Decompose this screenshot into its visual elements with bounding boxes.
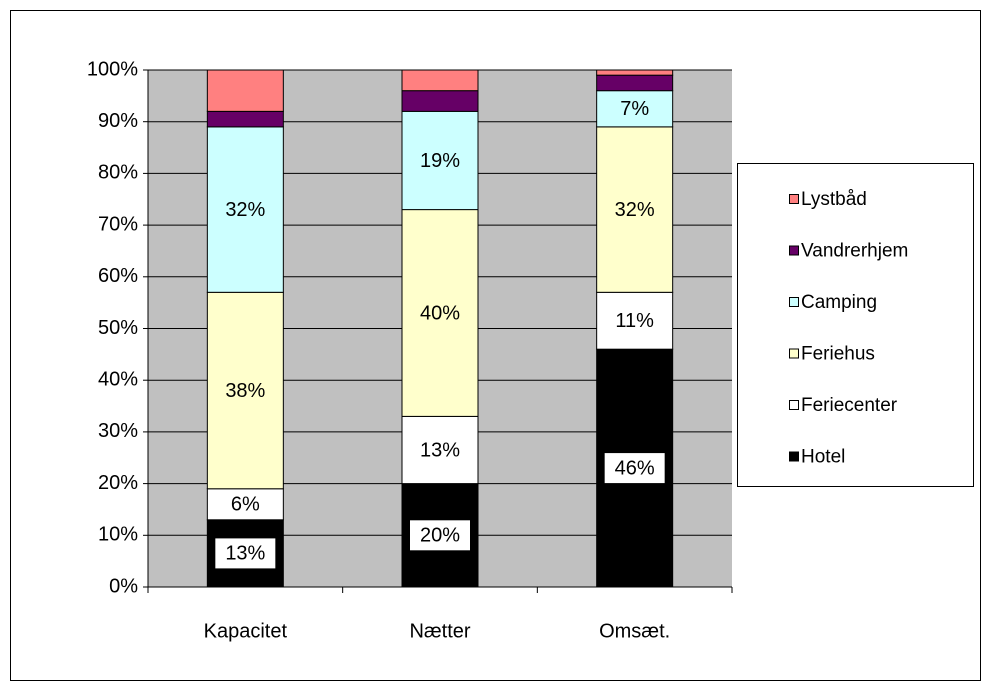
legend-box xyxy=(737,163,974,487)
data-label: 19% xyxy=(420,150,460,172)
y-tick-label: 10% xyxy=(98,524,138,546)
legend-label: Vandrerhjem xyxy=(801,241,908,262)
y-tick-label: 70% xyxy=(98,213,138,235)
data-label: 46% xyxy=(615,457,655,479)
data-label-box xyxy=(215,538,276,569)
bar-segment xyxy=(206,110,284,128)
data-label-box xyxy=(410,520,470,551)
bar-segment xyxy=(401,110,479,211)
data-label: 40% xyxy=(420,302,460,324)
bar-segment xyxy=(596,126,674,293)
y-tick-label: 40% xyxy=(98,368,138,390)
bar-segment xyxy=(596,291,674,350)
legend-swatch xyxy=(789,451,799,462)
data-label: 13% xyxy=(420,439,460,461)
x-tick-label: Nætter xyxy=(409,620,470,642)
bar-segment xyxy=(206,488,284,521)
data-label: 38% xyxy=(225,380,265,402)
bar-segment xyxy=(596,90,674,128)
legend-label: Hotel xyxy=(801,447,845,468)
legend-label: Camping xyxy=(801,292,877,313)
bar-segment xyxy=(401,69,479,92)
data-label: 32% xyxy=(615,199,655,221)
y-tick-label: 0% xyxy=(109,575,138,597)
data-label: 13% xyxy=(225,543,265,565)
legend-swatch xyxy=(789,297,799,307)
data-label: 6% xyxy=(231,494,260,516)
legend-label: Lystbåd xyxy=(801,189,867,210)
legend-swatch xyxy=(789,194,799,204)
data-label: 20% xyxy=(420,525,460,547)
legend-swatch xyxy=(789,245,799,256)
bar-segment xyxy=(206,291,284,490)
y-tick-label: 30% xyxy=(98,420,138,442)
legend-label: Feriehus xyxy=(801,344,875,365)
y-tick-label: 100% xyxy=(87,58,138,80)
data-label: 11% xyxy=(615,310,654,332)
bar-segment xyxy=(596,69,674,76)
bar-segment xyxy=(401,415,479,485)
y-tick-label: 90% xyxy=(98,110,138,132)
y-tick-label: 60% xyxy=(98,265,138,287)
y-tick-label: 20% xyxy=(98,472,138,494)
bar-segment xyxy=(401,90,479,112)
data-label: 32% xyxy=(225,199,265,221)
y-tick-label: 80% xyxy=(98,162,138,184)
bar-segment xyxy=(401,209,479,417)
bar-segment xyxy=(206,126,284,293)
data-label-box xyxy=(604,453,665,484)
bar-segment xyxy=(596,74,674,92)
legend-swatch xyxy=(789,400,799,410)
x-tick-label: Omsæt. xyxy=(599,620,670,642)
data-label: 7% xyxy=(620,98,649,120)
y-tick-label: 50% xyxy=(98,317,138,339)
bar-segment xyxy=(206,69,284,112)
legend-label: Feriecenter xyxy=(801,395,898,416)
legend-swatch xyxy=(789,348,799,359)
x-tick-label: Kapacitet xyxy=(204,620,288,642)
